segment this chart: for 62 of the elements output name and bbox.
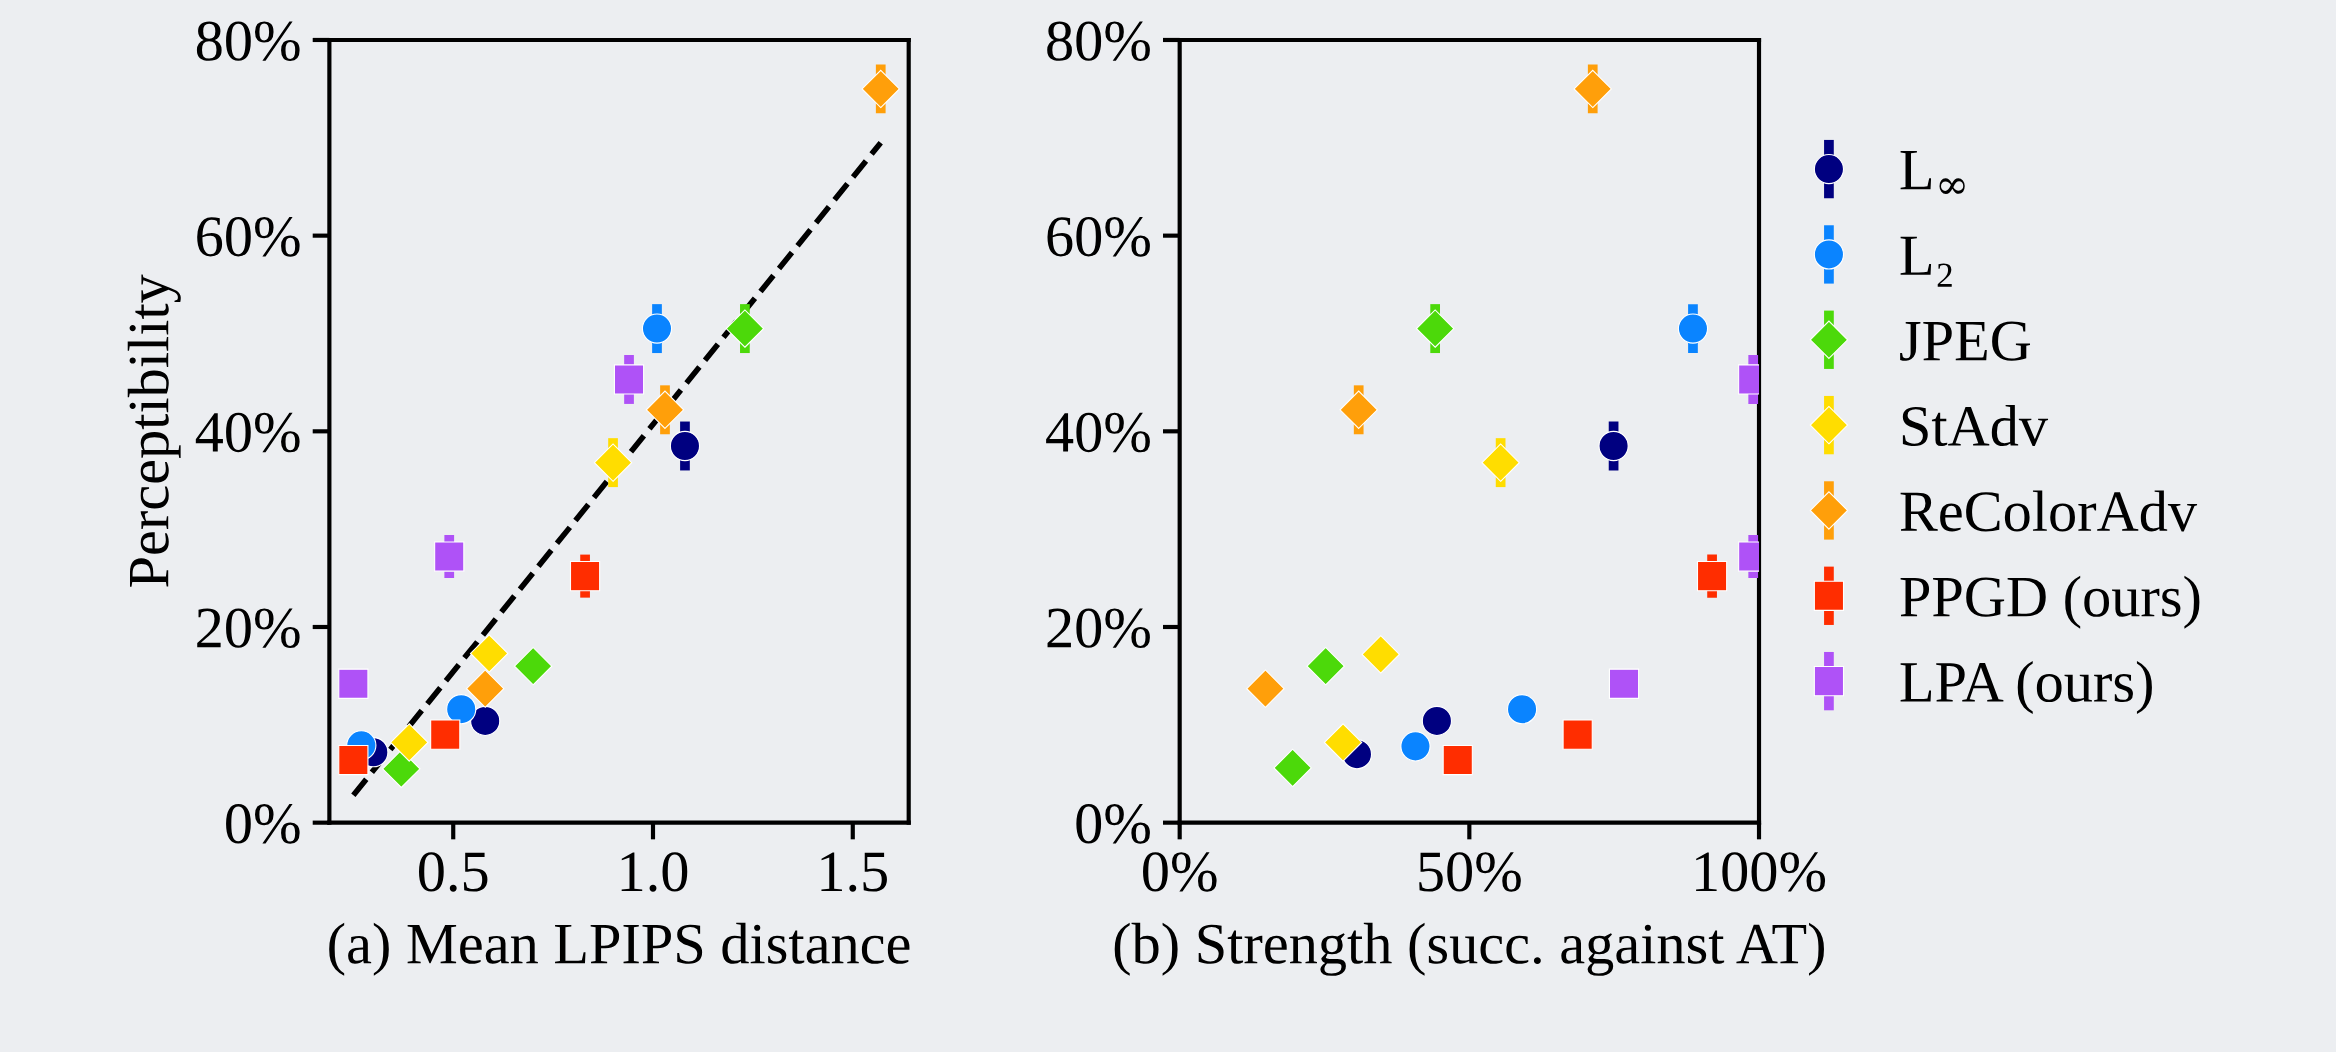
y-tick-label: 0% [1076, 804, 1150, 844]
point [641, 313, 673, 344]
x-tick-label: 100% [1696, 852, 1826, 892]
point [1598, 430, 1629, 462]
legend-label: L$_{∞}$ [1900, 151, 1965, 194]
x-tick-label: 0.5 [419, 852, 488, 892]
point [1481, 443, 1520, 482]
point [645, 390, 685, 430]
y-tick-label: 60% [1047, 217, 1150, 257]
x-tick-label: 1.0 [621, 852, 688, 892]
point [1400, 731, 1431, 762]
legend-label: StAdv [1902, 405, 2049, 447]
point [1573, 69, 1612, 109]
x-tick-label: 1.5 [821, 852, 887, 892]
point [569, 560, 601, 592]
point [593, 443, 633, 482]
point [669, 430, 701, 462]
point [1361, 635, 1400, 674]
y-tick-label: 20% [197, 608, 300, 648]
point [338, 744, 369, 776]
y-tick-label: 0% [226, 804, 300, 844]
point [446, 694, 477, 725]
point [861, 69, 900, 109]
point [390, 723, 429, 762]
y-axis-title: Perceptibility [127, 274, 181, 587]
legend-label: L₂ [1900, 236, 1952, 287]
point [513, 646, 553, 686]
point [434, 541, 465, 572]
point [382, 749, 421, 789]
point [1696, 560, 1728, 592]
x-axis-title: (a) Mean LPIPS distance [329, 922, 910, 976]
point [1306, 646, 1345, 686]
y-tick-label: 40% [195, 412, 300, 453]
point [1421, 705, 1453, 737]
x-tick-label: 50% [1419, 852, 1521, 892]
point [1339, 390, 1378, 430]
point [613, 364, 645, 395]
y-tick-label: 40% [1046, 412, 1150, 453]
point [1415, 309, 1455, 348]
point [1323, 723, 1363, 762]
y-tick-label: 20% [1047, 608, 1150, 648]
point [1246, 669, 1285, 708]
legend-label: ReColorAdv [1900, 490, 2198, 532]
point [1506, 694, 1538, 725]
point [1677, 313, 1709, 344]
x-axis-title: (b) Strength (succ. against AT) [1114, 922, 1824, 976]
point [465, 669, 505, 708]
point [1273, 748, 1312, 788]
x-tick-label: 0% [1143, 852, 1217, 892]
point [1562, 719, 1593, 750]
legend-label: PPGD (ours) [1900, 575, 2200, 629]
legend-label: LPA (ours) [1900, 661, 2152, 714]
point [1442, 744, 1473, 776]
point [338, 668, 369, 699]
point [430, 719, 461, 750]
y-tick-label: 80% [196, 21, 300, 61]
point [469, 634, 509, 673]
y-tick-label: 60% [197, 217, 300, 257]
point [470, 705, 501, 737]
point [725, 309, 765, 348]
legend-label: JPEG [1900, 321, 2031, 361]
y-tick-label: 80% [1047, 21, 1150, 61]
